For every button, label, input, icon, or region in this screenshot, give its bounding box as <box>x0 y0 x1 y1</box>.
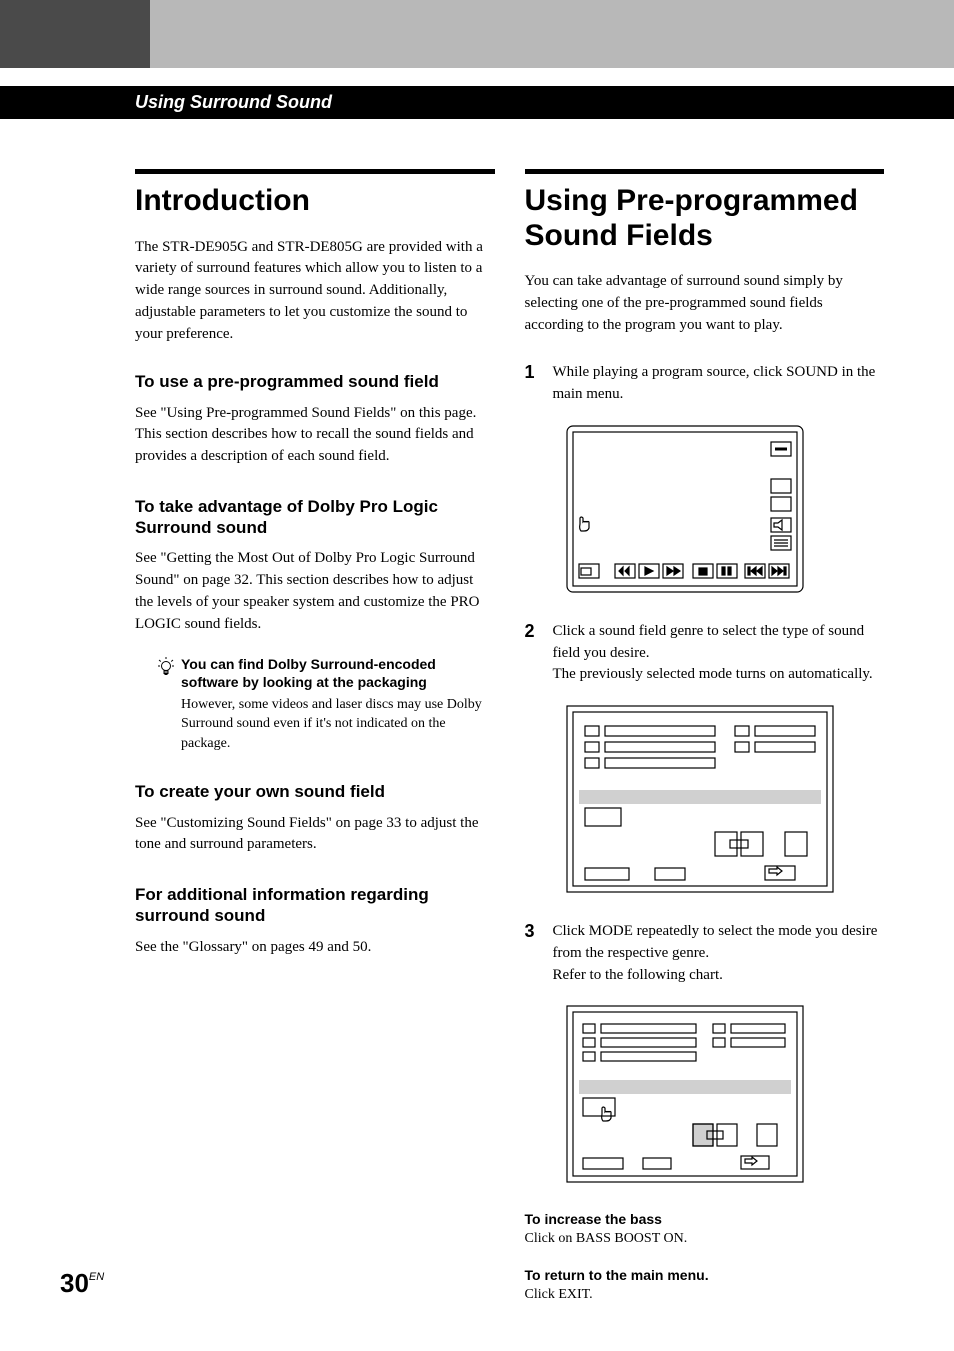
top-bar-dark-segment <box>0 0 150 68</box>
right-column: Using Pre-programmed Sound Fields You ca… <box>525 169 885 1322</box>
body-additional-info: See the "Glossary" on pages 49 and 50. <box>135 937 495 959</box>
bass-body: Click on BASS BOOST ON. <box>525 1229 885 1249</box>
subhead-create-own: To create your own sound field <box>135 781 495 802</box>
body-dolby: See "Getting the Most Out of Dolby Pro L… <box>135 548 495 635</box>
body-create-own: See "Customizing Sound Fields" on page 3… <box>135 813 495 857</box>
step-number: 1 <box>525 362 539 406</box>
step-number: 3 <box>525 921 539 986</box>
chapter-header: Using Surround Sound <box>0 86 954 119</box>
section-title-introduction: Introduction <box>135 184 495 219</box>
step-body: Click a sound field genre to select the … <box>553 623 865 661</box>
intro-paragraph: The STR-DE905G and STR-DE805G are provid… <box>135 237 495 346</box>
content-area: Introduction The STR-DE905G and STR-DE80… <box>0 119 954 1322</box>
diagram-main-menu <box>565 424 885 599</box>
section-title-preprogrammed: Using Pre-programmed Sound Fields <box>525 184 885 253</box>
subhead-preprogrammed: To use a pre-programmed sound field <box>135 371 495 392</box>
subhead-additional-info: For additional information regarding sur… <box>135 884 495 927</box>
intro-paragraph-right: You can take advantage of surround sound… <box>525 271 885 336</box>
tip-body: However, some videos and laser discs may… <box>157 695 495 754</box>
step-1: 1 While playing a program source, click … <box>525 362 885 406</box>
step-number: 2 <box>525 621 539 686</box>
page-number-value: 30 <box>60 1268 89 1298</box>
top-bar-light-segment <box>150 0 954 68</box>
bass-section: To increase the bass Click on BASS BOOST… <box>525 1211 885 1249</box>
section-rule <box>135 169 495 174</box>
bulb-icon <box>157 656 175 683</box>
diagram-sound-panel-2 <box>565 1004 885 1189</box>
section-rule <box>525 169 885 174</box>
subhead-dolby: To take advantage of Dolby Pro Logic Sur… <box>135 496 495 539</box>
diagram-sound-panel-1 <box>565 704 885 899</box>
return-body: Click EXIT. <box>525 1285 885 1305</box>
bass-head: To increase the bass <box>525 1211 885 1227</box>
left-column: Introduction The STR-DE905G and STR-DE80… <box>135 169 495 1322</box>
step-3: 3 Click MODE repeatedly to select the mo… <box>525 921 885 986</box>
step-body-secondary: The previously selected mode turns on au… <box>553 666 873 682</box>
step-body: Click MODE repeatedly to select the mode… <box>553 923 878 961</box>
chapter-title: Using Surround Sound <box>135 92 332 112</box>
body-preprogrammed: See "Using Pre-programmed Sound Fields" … <box>135 403 495 468</box>
return-section: To return to the main menu. Click EXIT. <box>525 1267 885 1305</box>
return-head: To return to the main menu. <box>525 1267 885 1283</box>
step-2: 2 Click a sound field genre to select th… <box>525 621 885 686</box>
page-number: 30EN <box>60 1268 104 1299</box>
step-body: While playing a program source, click SO… <box>553 362 885 406</box>
page-lang: EN <box>89 1271 104 1283</box>
top-bar <box>0 0 954 68</box>
step-body-secondary: Refer to the following chart. <box>553 967 723 983</box>
tip-title: You can find Dolby Surround-encoded soft… <box>181 655 495 691</box>
tip-block: You can find Dolby Surround-encoded soft… <box>135 655 495 753</box>
